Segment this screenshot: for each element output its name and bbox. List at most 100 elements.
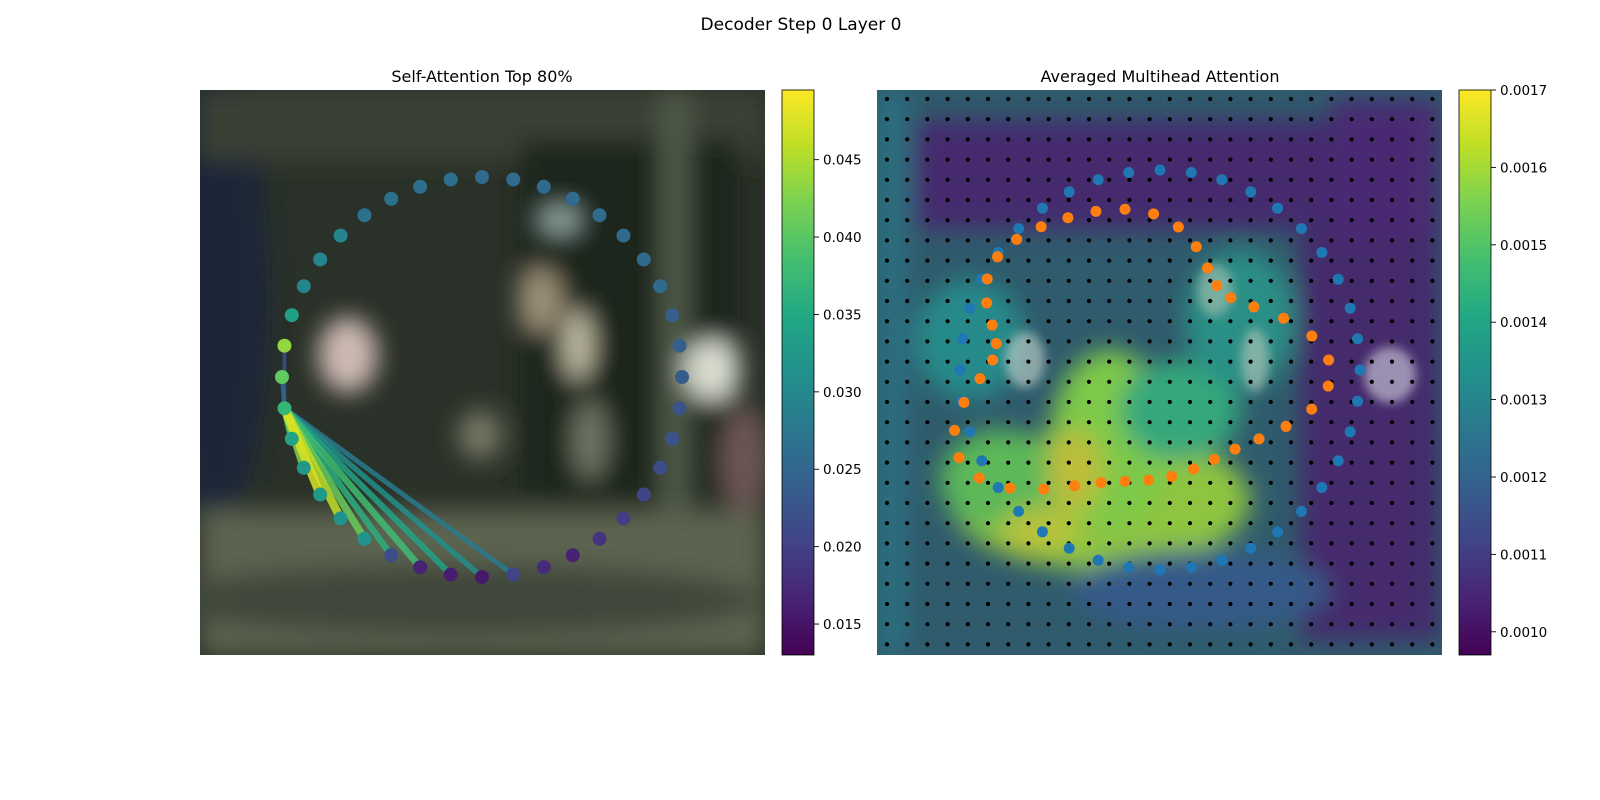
grid-point	[1430, 642, 1435, 647]
grid-point	[1107, 258, 1112, 263]
grid-point	[1208, 157, 1213, 162]
grid-point	[1107, 137, 1112, 142]
grid-point	[884, 298, 890, 304]
grid-point	[985, 480, 991, 485]
grid-point	[1369, 197, 1374, 203]
grid-point	[1107, 541, 1112, 546]
series-orange-point	[948, 424, 960, 436]
grid-point	[1086, 339, 1092, 344]
series-orange-point	[1229, 443, 1241, 455]
grid-point	[1268, 521, 1273, 526]
grid-point	[1006, 238, 1011, 243]
grid-point	[945, 157, 950, 162]
series-orange-point	[990, 338, 1002, 350]
grid-point	[884, 278, 890, 283]
grid-point	[965, 278, 970, 283]
grid-point	[1167, 601, 1172, 607]
grid-point	[1046, 642, 1051, 647]
grid-point	[1187, 521, 1193, 526]
series-orange-point	[1306, 403, 1318, 415]
grid-point	[1389, 117, 1395, 122]
grid-point	[1228, 541, 1233, 546]
grid-point	[1389, 601, 1395, 607]
grid-point	[945, 399, 950, 405]
grid-point	[1268, 197, 1273, 203]
grid-point	[1389, 399, 1395, 405]
grid-point	[1288, 177, 1294, 182]
grid-point	[1369, 440, 1374, 445]
grid-point	[1369, 218, 1374, 223]
grid-point	[1187, 642, 1193, 647]
grid-point	[1026, 500, 1031, 506]
grid-point	[945, 480, 950, 485]
grid-point	[1026, 379, 1031, 384]
grid-point	[1228, 96, 1233, 102]
grid-point	[985, 339, 991, 344]
grid-point	[1066, 177, 1071, 182]
keypoint	[536, 560, 551, 575]
grid-point	[1167, 278, 1172, 283]
grid-point	[1228, 642, 1233, 647]
grid-point	[1309, 460, 1314, 465]
grid-point	[1026, 359, 1031, 364]
grid-point	[1026, 197, 1031, 203]
grid-point	[1268, 258, 1273, 263]
grid-point	[884, 137, 890, 142]
grid-point	[985, 622, 991, 627]
grid-point	[1066, 581, 1071, 586]
grid-point	[1329, 197, 1334, 203]
series-orange-point	[974, 373, 986, 385]
grid-point	[1167, 581, 1172, 586]
grid-point	[1309, 379, 1314, 384]
series-blue-point	[954, 364, 966, 376]
grid-point	[965, 96, 970, 102]
series-blue-point	[1063, 186, 1075, 198]
grid-point	[1046, 460, 1051, 465]
grid-point	[1006, 581, 1011, 586]
grid-point	[925, 339, 930, 344]
series-blue-point	[976, 455, 988, 467]
grid-point	[1268, 137, 1273, 142]
grid-point	[1389, 420, 1395, 425]
grid-point	[1430, 521, 1435, 526]
grid-point	[1329, 581, 1334, 586]
grid-point	[1430, 561, 1435, 566]
grid-point	[1026, 278, 1031, 283]
grid-point	[884, 339, 890, 344]
grid-point	[1086, 177, 1092, 182]
left-colorbar: 0.015 0.020 0.025 0.030 0.035 0.040 0.045	[781, 89, 862, 656]
grid-point	[1329, 319, 1334, 324]
grid-point	[1288, 278, 1294, 283]
grid-point	[985, 137, 991, 142]
grid-point	[1127, 541, 1132, 546]
grid-point	[985, 420, 991, 425]
grid-point	[1127, 319, 1132, 324]
grid-point	[884, 258, 890, 263]
grid-point	[1369, 298, 1374, 304]
grid-point	[1430, 137, 1435, 142]
grid-point	[1389, 238, 1395, 243]
grid-point	[1127, 440, 1132, 445]
grid-point	[884, 521, 890, 526]
series-blue-point	[1185, 166, 1197, 178]
grid-point	[1309, 298, 1314, 304]
grid-point	[1369, 258, 1374, 263]
grid-point	[1268, 157, 1273, 162]
series-orange-point	[1038, 483, 1050, 495]
grid-point	[1410, 298, 1415, 304]
grid-point	[884, 197, 890, 203]
series-orange-point	[1211, 280, 1223, 292]
grid-point	[905, 218, 910, 223]
grid-point	[1248, 319, 1253, 324]
grid-point	[945, 500, 950, 506]
grid-point	[945, 177, 950, 182]
grid-point	[1309, 258, 1314, 263]
grid-point	[1410, 379, 1415, 384]
grid-point	[1349, 420, 1354, 425]
grid-point	[1208, 581, 1213, 586]
colorbar-tick-label: 0.0014	[1500, 315, 1547, 331]
grid-point	[1107, 399, 1112, 405]
grid-point	[1288, 218, 1294, 223]
grid-point	[1167, 258, 1172, 263]
grid-point	[1187, 601, 1193, 607]
